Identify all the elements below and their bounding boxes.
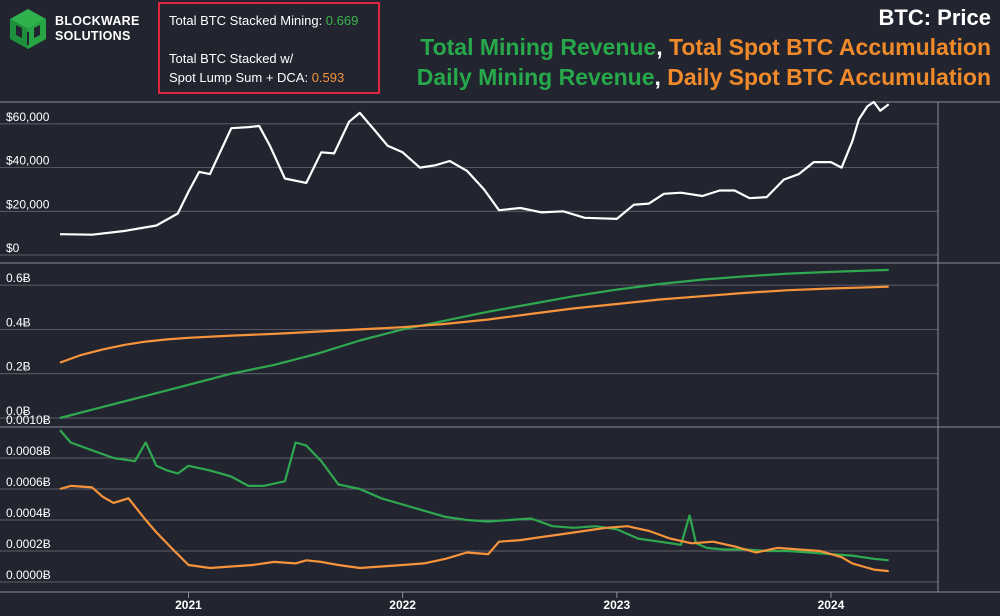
series-line-total-spot-btc-accumulation [59,285,889,364]
title-price: BTC: Price [878,5,991,30]
series-line-daily-spot-btc-accumulation [59,484,889,573]
stat-dca-label-line2: Spot Lump Sum + DCA: [169,70,312,85]
stat-mining: Total BTC Stacked Mining: 0.669 [169,11,378,30]
x-tick-label: 2021 [175,598,202,612]
y-tick-label: 0.0004Ƀ [6,506,51,520]
y-tick-label: $40,000 [6,154,50,168]
title-daily: Daily Mining Revenue, Daily Spot BTC Acc… [417,62,991,92]
x-tick-label: 2022 [389,598,416,612]
stat-mining-value: 0.669 [325,13,359,28]
series-line-daily-mining-revenue [59,429,889,562]
stat-mining-label: Total BTC Stacked Mining: [169,13,326,28]
stat-dca-label-line1: Total BTC Stacked w/ [169,51,294,66]
x-tick-label: 2024 [818,598,845,612]
header: BLOCKWARE SOLUTIONS Total BTC Stacked Mi… [0,0,1000,102]
legend-daily-mining: Daily Mining Revenue [416,64,655,90]
y-tick-label: 0.0006Ƀ [6,475,51,489]
y-tick-label: 0.2Ƀ [6,360,31,374]
y-tick-label: 0.0010Ƀ [6,413,51,427]
y-tick-label: 0.0008Ƀ [6,444,51,458]
stat-dca-value: 0.593 [311,70,345,85]
stat-dca: Spot Lump Sum + DCA: 0.593 [169,68,378,87]
title-separator: , [654,64,668,90]
brand-line-1: BLOCKWARE [55,14,140,28]
y-tick-label: 0.6Ƀ [6,271,31,285]
legend-total-spot: Total Spot BTC Accumulation [669,34,991,60]
y-tick-label: 0.4Ƀ [6,315,31,329]
y-tick-label: 0.0002Ƀ [6,537,51,551]
y-tick-label: $60,000 [6,110,50,124]
title-total: Total Mining Revenue, Total Spot BTC Acc… [417,32,991,62]
chart-titles: BTC: Price Total Mining Revenue, Total S… [417,4,991,92]
y-tick-label: $0 [6,241,20,255]
brand-line-2: SOLUTIONS [55,29,131,43]
y-tick-label: 0.0000Ƀ [6,568,51,582]
y-tick-label: 0.0Ƀ [6,404,31,418]
series-line-total-mining-revenue [59,268,889,420]
stats-box: Total BTC Stacked Mining: 0.669 Total BT… [158,2,380,94]
brand-logo: BLOCKWARE SOLUTIONS [8,8,140,50]
legend-total-mining: Total Mining Revenue [420,34,657,60]
series-line-btc-price [59,100,890,236]
x-tick-label: 2023 [603,598,630,612]
cube-logo-icon [10,9,46,49]
y-tick-label: $20,000 [6,197,50,211]
title-separator: , [656,34,669,60]
legend-daily-spot: Daily Spot BTC Accumulation [667,64,991,90]
